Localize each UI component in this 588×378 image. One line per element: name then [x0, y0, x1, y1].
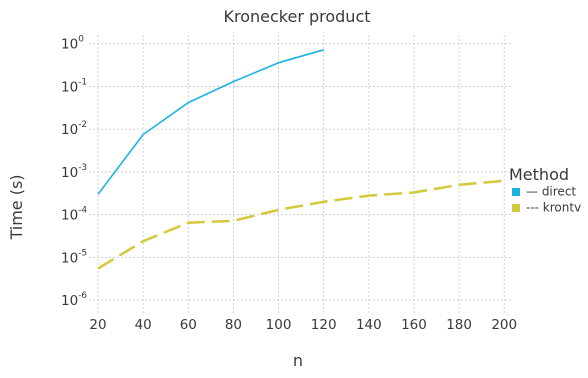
x-tick-label: 20	[89, 317, 106, 333]
legend-swatch	[512, 188, 520, 196]
y-tick-base: 10	[61, 293, 78, 309]
grid	[89, 35, 511, 313]
y-tick-label: 10-1	[61, 77, 87, 95]
x-tick-label: 140	[356, 317, 382, 333]
y-tick-base: 10	[61, 37, 78, 53]
y-tick-exponent: -1	[78, 77, 87, 87]
legend: Method — direct --- krontv	[509, 165, 581, 215]
y-tick-exponent: 0	[78, 35, 84, 45]
x-tick-label: 40	[135, 317, 152, 333]
y-tick-label: 10-5	[61, 248, 87, 266]
x-tick-label: 160	[401, 317, 427, 333]
y-tick-exponent: -2	[78, 120, 87, 130]
y-tick-label: 10-2	[61, 120, 87, 138]
y-tick-label: 100	[61, 35, 84, 53]
y-tick-label: 10-4	[61, 206, 87, 224]
y-tick-base: 10	[61, 79, 78, 95]
legend-title: Method	[509, 165, 569, 184]
x-axis-title: n	[293, 351, 303, 370]
legend-label: --- krontv	[526, 201, 581, 215]
x-tick-label: 80	[225, 317, 242, 333]
series-line-1	[97, 179, 505, 270]
y-tick-label: 10-3	[61, 163, 87, 181]
y-tick-exponent: -6	[78, 291, 87, 301]
legend-swatch	[512, 204, 520, 212]
y-tick-exponent: -5	[78, 248, 87, 258]
x-tick-label: 60	[180, 317, 197, 333]
series-line-0	[97, 49, 324, 195]
x-tick-label: 120	[311, 317, 337, 333]
y-tick-base: 10	[61, 165, 78, 181]
y-tick-base: 10	[61, 208, 78, 224]
y-tick-base: 10	[61, 250, 78, 266]
legend-items: — direct --- krontv	[512, 185, 581, 215]
y-tick-exponent: -4	[78, 206, 87, 216]
x-tick-label: 200	[491, 317, 517, 333]
chart-title: Kronecker product	[223, 7, 370, 26]
plot-series	[97, 49, 505, 270]
y-tick-base: 10	[61, 122, 78, 138]
legend-label: — direct	[526, 185, 576, 199]
x-axis-ticks: 20 40 60 80 100 120 140 160 180 200	[89, 317, 517, 333]
y-axis-title: Time (s)	[7, 174, 26, 240]
y-tick-label: 10-6	[61, 291, 87, 309]
x-tick-label: 180	[446, 317, 472, 333]
x-tick-label: 100	[266, 317, 292, 333]
y-tick-exponent: -3	[78, 163, 87, 173]
